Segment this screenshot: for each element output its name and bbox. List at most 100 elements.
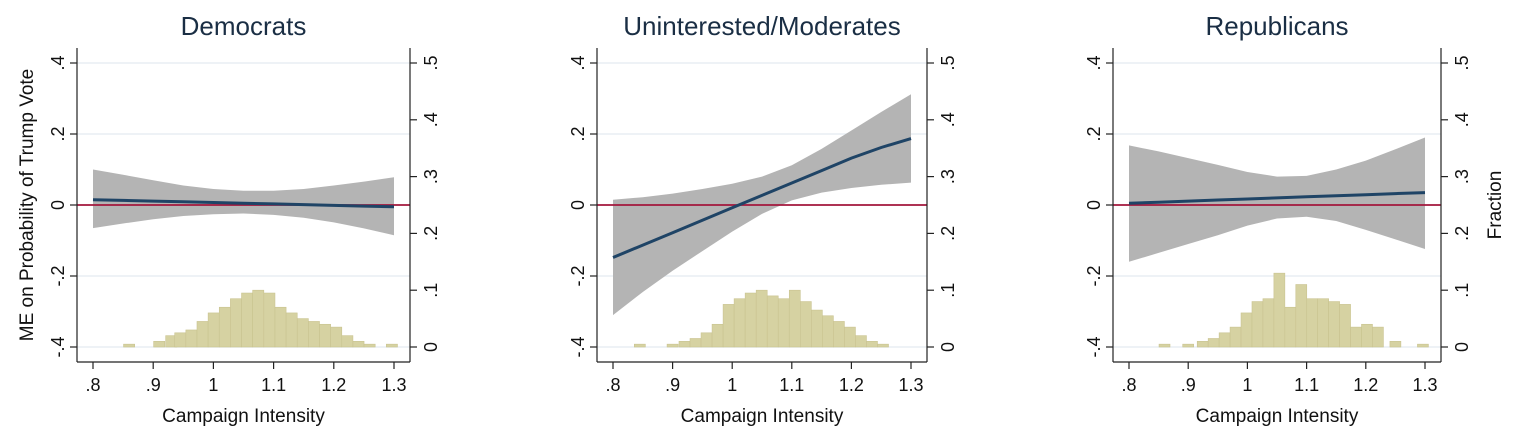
x-tick-label: .9	[146, 375, 161, 395]
histogram-bar	[700, 332, 713, 348]
histogram-bar	[1339, 304, 1351, 348]
y-tick-label: 0	[1084, 200, 1104, 210]
histogram-bar	[1361, 323, 1373, 348]
y2-tick-label: 0	[1452, 342, 1472, 352]
histogram-bar	[185, 329, 198, 348]
x-tick-label: .8	[85, 375, 100, 395]
x-tick-label: .8	[1121, 375, 1136, 395]
histogram-bar	[811, 309, 823, 348]
histogram-bar	[1251, 301, 1264, 348]
x-tick-label: 1	[208, 375, 218, 395]
histogram-bar	[822, 315, 834, 348]
y2-tick-label: 0	[938, 342, 958, 352]
panel-2: -.4 -.2 0 .2 .4 0 .1 .2 .3 .4 .5 .8 .9 1 1.1 1.2 1.3 Unin…	[568, 11, 958, 427]
histogram-bar	[799, 301, 812, 348]
histogram-bar	[218, 306, 231, 348]
histogram-bar	[352, 341, 365, 348]
histogram-bar	[689, 338, 702, 348]
marginal-effect-line	[1128, 191, 1426, 205]
histogram-bar	[153, 341, 166, 348]
y-tick-label: .2	[568, 126, 588, 141]
x-tick-label: 1.3	[381, 375, 406, 395]
histogram-bar	[733, 298, 746, 348]
histogram-bar	[1417, 343, 1429, 348]
y2-tick-label: .1	[1452, 283, 1472, 298]
y-tick-label: .4	[568, 55, 588, 70]
y2-tick-label: .5	[1452, 55, 1472, 70]
histogram-bar	[1273, 272, 1286, 348]
y-tick-label: -.2	[1084, 265, 1104, 286]
histogram-bar	[274, 306, 287, 348]
y-tick-label: -.2	[48, 265, 68, 286]
histogram-bar	[1284, 306, 1297, 348]
histogram-bar	[1317, 298, 1329, 348]
y-tick-label: .2	[1084, 126, 1104, 141]
y2-tick-label: .1	[938, 283, 958, 298]
histogram-bar	[1295, 284, 1308, 348]
y2-tick-label: .4	[421, 112, 441, 127]
y2-tick-label: .3	[421, 169, 441, 184]
panel-title: Democrats	[181, 11, 307, 41]
panel-title: Uninterested/Moderates	[623, 11, 900, 41]
y-tick-label: .2	[48, 126, 68, 141]
histogram-bar	[230, 298, 242, 348]
histogram-bar	[1218, 332, 1231, 348]
y-tick-label: -.4	[1084, 336, 1104, 357]
histogram-bar	[1158, 343, 1171, 348]
y-axis-label: ME on Probability of Trump Vote	[17, 69, 38, 341]
y2-tick-label: .2	[938, 226, 958, 241]
histogram-bar	[711, 323, 724, 348]
x-tick-label: .9	[665, 375, 680, 395]
y-tick-label: .4	[48, 55, 68, 70]
y-tick-label: -.4	[568, 336, 588, 357]
x-tick-label: 1.3	[1412, 375, 1437, 395]
histogram-bar	[678, 341, 691, 348]
histogram-bar	[252, 289, 265, 348]
histogram-bar	[296, 318, 309, 348]
x-tick-label: 1.3	[898, 375, 923, 395]
y-tick-label: .4	[1084, 55, 1104, 70]
histogram-bar	[722, 304, 735, 348]
y2-tick-label: .2	[421, 226, 441, 241]
histogram-bar	[744, 292, 757, 348]
histogram-bar	[123, 343, 135, 348]
x-tick-label: 1.2	[1353, 375, 1378, 395]
y2-tick-label: .5	[938, 55, 958, 70]
histogram-bar	[844, 326, 856, 348]
y2-tick-label: .4	[1452, 112, 1472, 127]
y2-tick-label: .2	[1452, 226, 1472, 241]
histogram-bar	[241, 292, 253, 348]
histogram-bar	[1229, 326, 1242, 348]
histogram-bar	[1207, 338, 1220, 348]
x-tick-label: 1	[1242, 375, 1252, 395]
panel-1: -.4 -.2 0 .2 .4 0 .1 .2 .3 .4 .5 .8 .9 1 1.1 1.2 1.3 Demo…	[48, 11, 441, 427]
histogram-bar	[1306, 298, 1319, 348]
x-tick-label: 1.1	[261, 375, 286, 395]
x-tick-label: .9	[1181, 375, 1196, 395]
histogram-bar	[1350, 326, 1362, 348]
histogram-bar	[634, 343, 646, 348]
histogram-bar	[1389, 341, 1402, 348]
histogram-bar	[666, 343, 679, 348]
histogram-bar	[319, 323, 331, 348]
histogram-bar	[755, 289, 768, 348]
x-tick-label: 1.2	[839, 375, 864, 395]
histogram-bar	[877, 343, 889, 348]
panel-title: Republicans	[1205, 11, 1348, 41]
histogram-bar	[363, 343, 376, 348]
histogram-bar	[1262, 298, 1275, 348]
marginal-effect-line	[612, 137, 912, 259]
histogram-bar	[866, 341, 878, 348]
x-axis-title: Campaign Intensity	[681, 406, 844, 427]
histogram-bar	[341, 335, 354, 348]
x-axis-title: Campaign Intensity	[1196, 406, 1359, 427]
panel-3: -.4 -.2 0 .2 .4 0 .1 .2 .3 .4 .5 .8 .9 1 1.1 1.2 1.3 Repu…	[1084, 11, 1472, 427]
y2-tick-label: .3	[938, 169, 958, 184]
x-tick-label: 1.1	[1294, 375, 1319, 395]
histogram-bar	[285, 312, 298, 348]
x-tick-label: 1.1	[779, 375, 804, 395]
x-tick-label: 1	[727, 375, 737, 395]
y-tick-label: 0	[568, 200, 588, 210]
histogram-bar	[174, 332, 187, 348]
